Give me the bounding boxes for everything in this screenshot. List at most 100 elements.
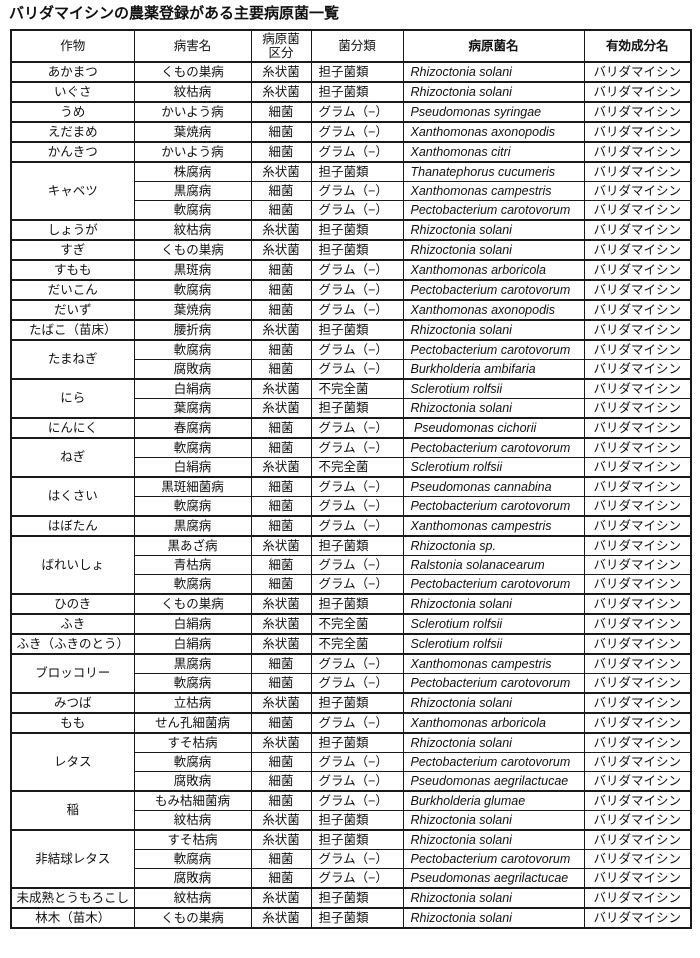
disease-name-cell: 軟腐病 xyxy=(133,279,252,301)
active-ingredient-cell: バリダマイシン xyxy=(583,378,692,399)
disease-name-cell: 白絹病 xyxy=(133,457,252,478)
pathogen-name-cell: Xanthomonas citri xyxy=(402,141,585,163)
disease-name-cell: かいよう病 xyxy=(133,141,252,163)
fungus-class-cell: グラム（−） xyxy=(310,515,404,537)
fungus-class-cell: 担子菌類 xyxy=(310,593,404,615)
table-row: ふき（ふきのとう） 白絹病 糸状菌 不完全菌 Sclerotium rolfsii バリダ… xyxy=(10,633,692,655)
pathogen-category-cell: 細菌 xyxy=(250,515,312,537)
crop-cell: ひのき xyxy=(10,593,135,615)
crop-group: 稲もみ枯細菌病 細菌 グラム（−） Burkholderia glumae バリダマイシ… xyxy=(10,790,692,831)
active-ingredient-cell: バリダマイシン xyxy=(583,61,692,83)
disease-name-cell: 軟腐病 xyxy=(133,574,252,595)
crop-group: ばれいしょ 黒あざ病 糸状菌 担子菌類 Rhizoctonia sp. バリダマイシン 青枯… xyxy=(10,535,692,595)
table-row: 軟腐病 細菌 グラム（−） Pectobacterium carotovorum バリダ… xyxy=(11,849,692,869)
table-row: 未成熟とうもろこし 紋枯病 糸状菌 担子菌類 Rhizoctonia solani バリダ… xyxy=(10,887,692,909)
pathogen-category-cell: 糸状菌 xyxy=(250,732,312,753)
crop-cell: にんにく xyxy=(10,417,135,439)
active-ingredient-cell: バリダマイシン xyxy=(583,437,692,458)
crop-group: はくさい 黒斑細菌病 細菌 グラム（−） Pseudomonas cannabina バリ… xyxy=(10,476,692,517)
fungus-class-cell: 不完全菌 xyxy=(310,378,404,399)
pathogen-name-cell: Rhizoctonia solani xyxy=(402,732,585,753)
table-row: ねぎ 軟腐病 細菌 グラム（−） Pectobacterium carotovorum バ… xyxy=(10,437,692,478)
disease-name-cell: 青枯病 xyxy=(133,555,252,575)
crop-group: もも せん孔細菌病 細菌 グラム（−） Xanthomonas arboricola バリ… xyxy=(10,712,692,734)
disease-name-cell: 黒斑病 xyxy=(133,259,252,281)
table-row: 軟腐病 細菌 グラム（−） Pectobacterium carotovorum バリダ… xyxy=(11,574,692,595)
pathogen-category-cell: 細菌 xyxy=(250,574,312,595)
active-ingredient-cell: バリダマイシン xyxy=(583,790,692,811)
active-ingredient-cell: バリダマイシン xyxy=(583,849,692,869)
active-ingredient-cell: バリダマイシン xyxy=(583,319,692,341)
table-row: レタス すそ枯病 糸状菌 担子菌類 Rhizoctonia solani バリダマイシン xyxy=(10,732,692,792)
pathogen-name-cell: Rhizoctonia solani xyxy=(402,810,585,831)
fungus-class-cell: グラム（−） xyxy=(310,752,404,772)
pathogen-name-cell: Rhizoctonia solani xyxy=(402,692,585,714)
crop-cell: にら xyxy=(10,378,135,419)
disease-name-cell: 紋枯病 xyxy=(133,887,252,909)
fungus-class-cell: グラム（−） xyxy=(310,359,404,380)
crop-group: はぼたん 黒腐病 細菌 グラム（−） Xanthomonas campestris バリダ… xyxy=(10,515,692,537)
fungus-class-cell: グラム（−） xyxy=(310,417,404,439)
column-header: 作物 xyxy=(10,29,135,63)
pathogen-category-cell: 細菌 xyxy=(250,299,312,321)
crop-cell: ねぎ xyxy=(10,437,135,478)
pathogen-name-cell: Thanatephorus cucumeris xyxy=(402,161,585,182)
disease-name-cell: すそ枯病 xyxy=(133,732,252,753)
pathogen-name-cell: Xanthomonas campestris xyxy=(402,515,585,537)
table-row: すぎ くもの巣病 糸状菌 担子菌類 Rhizoctonia solani バリダマイシン xyxy=(10,239,692,261)
pathogen-name-cell: Pectobacterium carotovorum xyxy=(402,339,585,360)
active-ingredient-cell: バリダマイシン xyxy=(583,732,692,753)
pathogen-category-cell: 細菌 xyxy=(250,121,312,143)
pathogen-category-cell: 細菌 xyxy=(250,771,312,792)
active-ingredient-cell: バリダマイシン xyxy=(583,887,692,909)
pathogen-category-cell: 細菌 xyxy=(250,849,312,869)
fungus-class-cell: グラム（−） xyxy=(310,712,404,734)
pathogen-name-cell: Rhizoctonia solani xyxy=(402,219,585,241)
crop-cell: あかまつ xyxy=(10,61,135,83)
fungus-class-cell: 担子菌類 xyxy=(310,161,404,182)
table-row: たばこ（苗床） 腰折病 糸状菌 担子菌類 Rhizoctonia solani バリダマイ… xyxy=(10,319,692,341)
crop-cell: だいず xyxy=(10,299,135,321)
crop-group: にら 白絹病 糸状菌 不完全菌 Sclerotium rolfsii バリダマイシン 葉腐病… xyxy=(10,378,692,419)
pathogen-category-cell: 糸状菌 xyxy=(250,829,312,850)
crop-cell: うめ xyxy=(10,101,135,123)
disease-name-cell: 軟腐病 xyxy=(133,496,252,517)
fungus-class-cell: グラム（−） xyxy=(310,771,404,792)
pathogen-category-cell: 細菌 xyxy=(250,359,312,380)
column-header: 病害名 xyxy=(133,29,252,63)
disease-name-cell: 軟腐病 xyxy=(133,437,252,458)
active-ingredient-cell: バリダマイシン xyxy=(583,771,692,792)
pathogen-name-cell: Rhizoctonia solani xyxy=(402,319,585,341)
column-header: 病原菌 区分 xyxy=(250,29,312,63)
table-row: えだまめ 葉焼病 細菌 グラム（−） Xanthomonas axonopodis バリダ… xyxy=(10,121,692,143)
disease-name-cell: すそ枯病 xyxy=(133,829,252,850)
pathogen-category-cell: 細菌 xyxy=(250,752,312,772)
table-row: いぐさ 紋枯病 糸状菌 担子菌類 Rhizoctonia solani バリダマイシン xyxy=(10,81,692,103)
fungus-class-cell: グラム（−） xyxy=(310,279,404,301)
crop-group: たまねぎ 軟腐病 細菌 グラム（−） Pectobacterium carotovoru… xyxy=(10,339,692,380)
pathogen-category-cell: 糸状菌 xyxy=(250,457,312,478)
disease-name-cell: 株腐病 xyxy=(133,161,252,182)
crop-cell: もも xyxy=(10,712,135,734)
pathogen-name-cell: Pseudomonas aegrilactucae xyxy=(402,771,585,792)
pathogen-category-cell: 糸状菌 xyxy=(250,593,312,615)
fungus-class-cell: 担子菌類 xyxy=(310,810,404,831)
table-row: 軟腐病 細菌 グラム（−） Pectobacterium carotovorum バリダ… xyxy=(11,752,692,772)
active-ingredient-cell: バリダマイシン xyxy=(583,907,692,929)
pathogen-category-cell: 細菌 xyxy=(250,417,312,439)
pathogen-category-cell: 細菌 xyxy=(250,673,312,694)
active-ingredient-cell: バリダマイシン xyxy=(583,535,692,556)
page-title-rest: の農薬登録がある主要病原菌一覧 xyxy=(114,5,340,22)
active-ingredient-cell: バリダマイシン xyxy=(583,417,692,439)
fungus-class-cell: グラム（−） xyxy=(310,141,404,163)
fungus-class-cell: グラム（−） xyxy=(310,299,404,321)
pathogen-category-cell: 細菌 xyxy=(250,790,312,811)
crop-group: すぎ くもの巣病 糸状菌 担子菌類 Rhizoctonia solani バリダマイシン xyxy=(10,239,692,261)
pathogen-name-cell: Rhizoctonia solani xyxy=(402,239,585,261)
crop-cell: ばれいしょ xyxy=(10,535,135,595)
crop-group: ブロッコリー 黒腐病 細菌 グラム（−） Xanthomonas campestris バ… xyxy=(10,653,692,694)
pathogen-category-cell: 糸状菌 xyxy=(250,692,312,714)
pathogen-category-cell: 糸状菌 xyxy=(250,239,312,261)
crop-group: ふき 白絹病 糸状菌 不完全菌 Sclerotium rolfsii バリダマイシン xyxy=(10,613,692,635)
crop-cell: 未成熟とうもろこし xyxy=(10,887,135,909)
